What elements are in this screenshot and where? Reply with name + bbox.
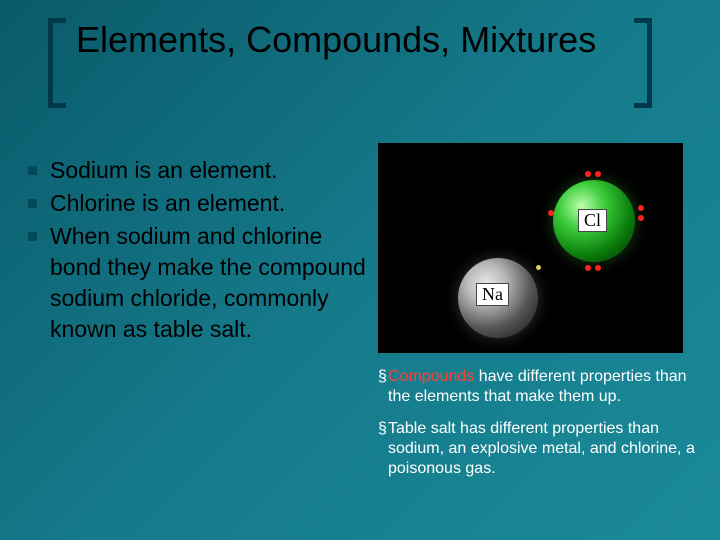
note-1: Compounds have different properties than…: [378, 367, 700, 407]
note-2: Table salt has different properties than…: [378, 419, 700, 479]
list-item: Sodium is an element.: [28, 155, 368, 186]
bracket-right-icon: [634, 18, 652, 108]
chlorine-electron: [585, 265, 591, 271]
slide-title: Elements, Compounds, Mixtures: [76, 18, 596, 108]
chlorine-electron: [585, 171, 591, 177]
list-item: Chlorine is an element.: [28, 188, 368, 219]
chlorine-electron: [638, 205, 644, 211]
note-highlight: Compounds: [388, 368, 474, 385]
chlorine-electron: [595, 171, 601, 177]
chlorine-electron: [638, 215, 644, 221]
title-area: Elements, Compounds, Mixtures: [48, 18, 596, 108]
sodium-electron: [536, 265, 541, 270]
content-area: Sodium is an element. Chlorine is an ele…: [28, 155, 700, 491]
atom-diagram: Cl Na: [378, 143, 683, 353]
bullet-list: Sodium is an element. Chlorine is an ele…: [28, 155, 368, 491]
bracket-left-icon: [48, 18, 66, 108]
chlorine-label: Cl: [578, 209, 607, 232]
list-item: When sodium and chlorine bond they make …: [28, 221, 368, 345]
right-column: Cl Na Compounds have different propertie…: [378, 155, 700, 491]
sodium-label: Na: [476, 283, 509, 306]
notes: Compounds have different properties than…: [378, 367, 700, 479]
chlorine-electron: [548, 210, 554, 216]
chlorine-electron: [595, 265, 601, 271]
